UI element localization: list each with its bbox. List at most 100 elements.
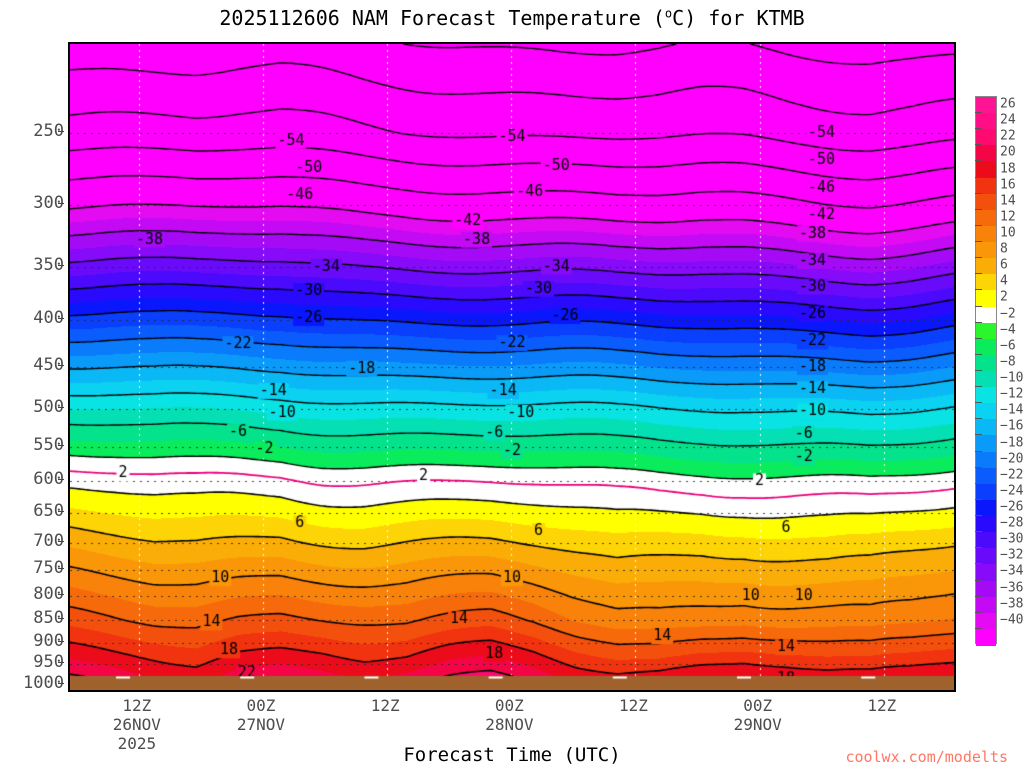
colorbar-segment bbox=[976, 290, 996, 308]
colorbar-segment bbox=[976, 97, 996, 114]
colorbar-tick-label: −34 bbox=[1000, 563, 1024, 579]
x-axis-tick-label-group: 12Z bbox=[867, 696, 896, 715]
colorbar-tick-mark bbox=[975, 289, 982, 291]
colorbar-tick-label: −20 bbox=[1000, 451, 1024, 467]
colorbar-segment bbox=[976, 193, 996, 211]
y-axis-tick-label: 500 bbox=[33, 396, 64, 417]
colorbar-tick-label: 6 bbox=[1000, 257, 1008, 273]
y-axis-tick-label: 750 bbox=[33, 558, 64, 579]
colorbar-tick-label: −24 bbox=[1000, 483, 1024, 499]
colorbar-segment bbox=[976, 145, 996, 163]
y-axis-pressure: 250 300 350 400 450 500 550 600 650 700 750 800 850 9… bbox=[0, 42, 64, 693]
colorbar-tick-mark bbox=[975, 627, 982, 629]
x-axis-tick-time: 00Z bbox=[246, 696, 276, 715]
colorbar-tick-label: 12 bbox=[1000, 209, 1016, 225]
colorbar-tick-label: −36 bbox=[1000, 580, 1024, 596]
colorbar-segment bbox=[976, 129, 996, 146]
contour-plot-area[interactable] bbox=[68, 42, 956, 692]
colorbar-segment bbox=[976, 371, 996, 388]
x-axis-tick-time: 00Z bbox=[743, 696, 773, 715]
y-axis-tick-mark bbox=[58, 568, 64, 570]
title-pre: 2025112606 NAM Forecast Temperature ( bbox=[219, 6, 665, 30]
y-axis-tick-label: 300 bbox=[33, 193, 64, 214]
y-axis-tick-label: 950 bbox=[33, 652, 64, 673]
colorbar-segment bbox=[976, 516, 996, 533]
y-axis-tick-mark bbox=[58, 406, 64, 408]
colorbar-tick-label: −28 bbox=[1000, 515, 1024, 531]
colorbar-segment bbox=[976, 258, 996, 275]
colorbar-segment bbox=[976, 274, 996, 291]
colorbar-segment bbox=[976, 225, 996, 243]
colorbar-tick-label: −14 bbox=[1000, 402, 1024, 418]
colorbar-tick-mark bbox=[975, 160, 982, 162]
colorbar-segment bbox=[976, 177, 996, 195]
colorbar-tick-label: 4 bbox=[1000, 273, 1008, 289]
colorbar-segment bbox=[976, 548, 996, 565]
y-axis-tick-label: 650 bbox=[33, 501, 64, 522]
x-axis-tick-time: 12Z bbox=[122, 696, 152, 715]
colorbar-tick-mark bbox=[975, 241, 982, 243]
colorbar-tick-mark bbox=[975, 611, 982, 613]
x-axis-tick-time: 00Z bbox=[494, 696, 524, 715]
y-axis-tick-mark bbox=[58, 318, 64, 319]
colorbar-segment bbox=[976, 354, 996, 372]
colorbar-segment bbox=[976, 467, 996, 485]
colorbar-tick-mark bbox=[975, 257, 982, 259]
colorbar-tick-label: 18 bbox=[1000, 161, 1016, 177]
x-axis-tick-time: 12Z bbox=[867, 696, 897, 715]
x-axis-tick-label-group: 12Z 26NOV 2025 bbox=[113, 696, 161, 753]
colorbar-tick-mark bbox=[975, 353, 982, 355]
y-axis-tick-mark bbox=[58, 682, 64, 684]
y-axis-tick-label: 350 bbox=[33, 254, 64, 275]
y-axis-tick-mark bbox=[58, 479, 64, 481]
colorbar-segment bbox=[976, 435, 996, 453]
colorbar-tick-mark bbox=[975, 402, 982, 404]
x-axis-tick-date: 28NOV bbox=[485, 715, 534, 734]
colorbar-segment bbox=[976, 596, 996, 614]
y-axis-tick-mark bbox=[58, 130, 64, 132]
colorbar-segment bbox=[976, 242, 996, 259]
colorbar-tick-label: 20 bbox=[1000, 144, 1016, 160]
y-axis-tick-label: 600 bbox=[33, 469, 64, 490]
page-title: 2025112606 NAM Forecast Temperature (oC)… bbox=[0, 6, 1024, 30]
colorbar-tick-mark bbox=[975, 482, 982, 484]
colorbar-tick-label: −40 bbox=[1000, 612, 1024, 628]
colorbar-tick-mark bbox=[975, 450, 982, 452]
colorbar-segment bbox=[976, 612, 996, 630]
y-axis-tick-mark bbox=[58, 364, 64, 366]
colorbar-tick-mark bbox=[975, 579, 982, 581]
colorbar-tick-mark bbox=[975, 595, 982, 597]
colorbar-tick-label: −22 bbox=[1000, 467, 1024, 483]
colorbar-tick-label: −38 bbox=[1000, 596, 1024, 612]
colorbar-tick-label: −32 bbox=[1000, 547, 1024, 563]
x-axis-tick-year: 2025 bbox=[117, 734, 157, 753]
colorbar-segment bbox=[976, 306, 996, 324]
colorbar-tick-label: −26 bbox=[1000, 499, 1024, 515]
colorbar-tick-label: −2 bbox=[1000, 306, 1016, 322]
colorbar-segment bbox=[976, 322, 996, 340]
y-axis-tick-mark bbox=[58, 203, 64, 205]
colorbar-segment bbox=[976, 532, 996, 549]
colorbar-tick-label: 26 bbox=[1000, 96, 1016, 112]
colorbar-tick-mark bbox=[975, 273, 982, 275]
colorbar-segment bbox=[976, 161, 996, 179]
y-axis-tick-label: 700 bbox=[33, 530, 64, 551]
y-axis-tick-label: 400 bbox=[33, 308, 64, 328]
y-axis-tick-label: 450 bbox=[33, 354, 64, 375]
colorbar-tick-mark bbox=[975, 112, 982, 114]
title-post: C) for KTMB bbox=[672, 6, 805, 30]
colorbar-tick-mark bbox=[975, 547, 982, 549]
colorbar-segment bbox=[976, 113, 996, 130]
colorbar-segment bbox=[976, 419, 996, 437]
colorbar-tick-label: 14 bbox=[1000, 193, 1016, 209]
colorbar-tick-label: 10 bbox=[1000, 225, 1016, 241]
colorbar-tick-label: 24 bbox=[1000, 112, 1016, 128]
colorbar-tick-mark bbox=[975, 305, 982, 307]
colorbar-tick-mark bbox=[975, 515, 982, 517]
y-axis-tick-label: 900 bbox=[33, 630, 64, 651]
y-axis-tick-label: 550 bbox=[33, 434, 64, 455]
y-axis-tick-mark bbox=[58, 511, 64, 513]
colorbar-tick-mark bbox=[975, 386, 982, 388]
colorbar-tick-mark bbox=[975, 128, 982, 130]
